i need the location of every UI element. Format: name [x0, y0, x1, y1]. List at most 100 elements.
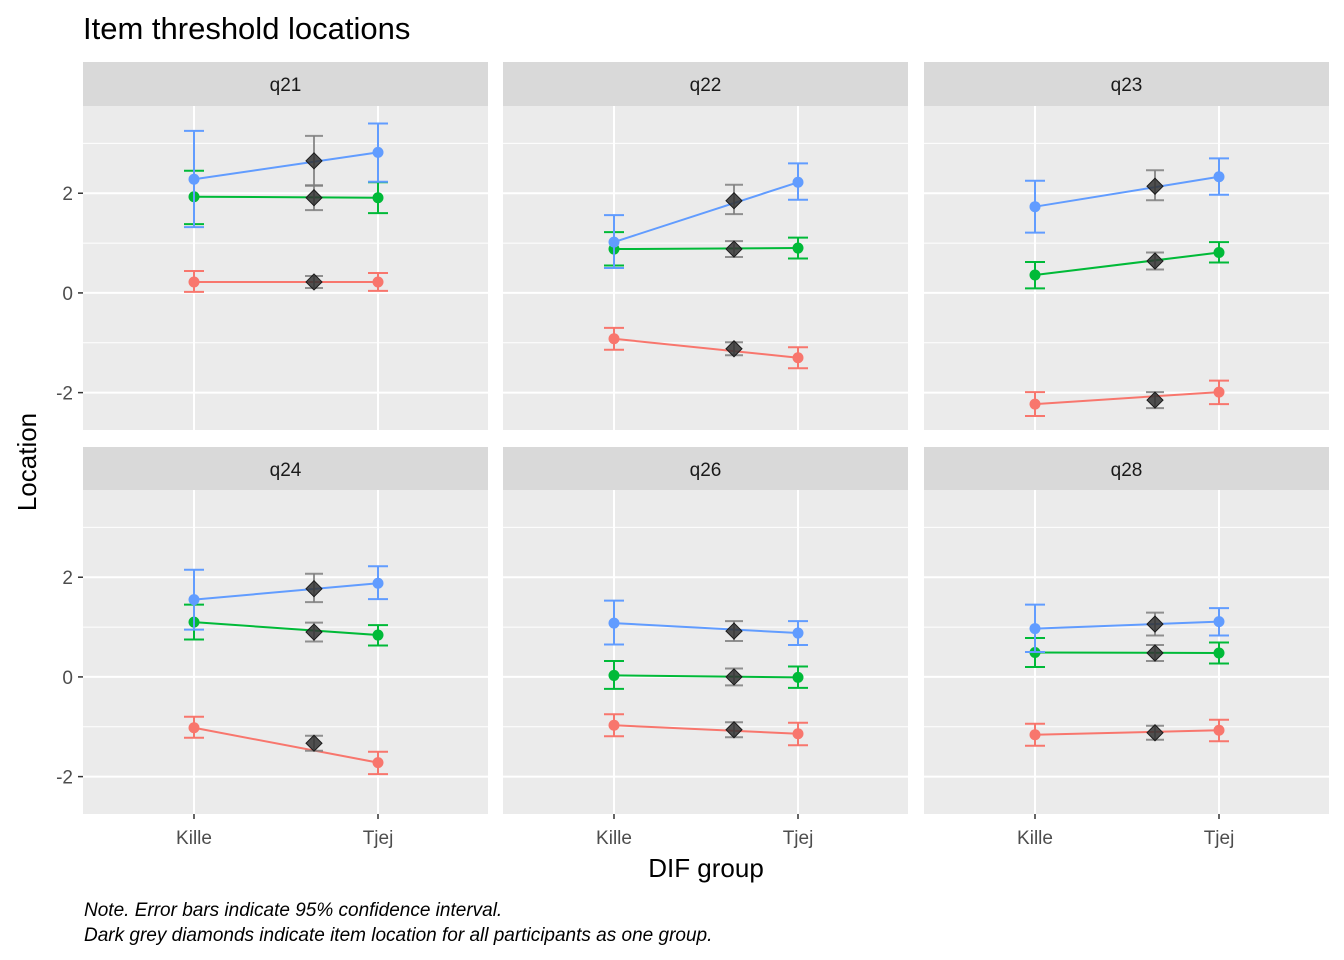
- strip-label-q26: q26: [690, 460, 722, 481]
- y-tick-label: -2: [56, 384, 73, 405]
- x-tick-label: Kille: [176, 828, 212, 849]
- overall-diamond: [305, 189, 323, 207]
- threshold-3-q28: [1025, 603, 1229, 653]
- y-tick-label: 0: [62, 284, 73, 305]
- threshold-1-q21: [184, 269, 388, 293]
- overall-diamond: [725, 668, 743, 686]
- point-tjej: [372, 276, 384, 288]
- threshold-1-q28: [1025, 718, 1229, 747]
- overall-diamond: [305, 623, 323, 641]
- point-kille: [608, 617, 620, 629]
- panel-q26: q26: [503, 447, 908, 814]
- point-tjej: [1213, 171, 1225, 183]
- series-line: [613, 622, 799, 635]
- strip-q23: [924, 62, 1329, 106]
- overall-diamond: [305, 579, 323, 598]
- panel-bg-q21: [83, 106, 488, 430]
- panel-bg-q22: [503, 106, 908, 430]
- point-tjej: [372, 757, 384, 769]
- point-kille: [188, 594, 200, 606]
- point-tjej: [372, 577, 384, 589]
- point-tjej: [792, 728, 804, 740]
- panel-q28: q28: [924, 447, 1329, 814]
- strip-label-q24: q24: [270, 460, 302, 481]
- strip-q26: [503, 447, 908, 491]
- threshold-3-q21: [184, 122, 388, 229]
- panel-bg-q26: [503, 490, 908, 814]
- strip-q28: [924, 447, 1329, 491]
- point-tjej: [792, 627, 804, 639]
- point-tjej: [1213, 247, 1225, 259]
- strip-label-q22: q22: [690, 75, 722, 96]
- series-line: [1034, 729, 1220, 736]
- y-axis-title: Location: [12, 413, 42, 511]
- series-line: [1034, 175, 1220, 208]
- point-tjej: [792, 176, 804, 188]
- point-kille: [1029, 398, 1041, 410]
- strip-q22: [503, 62, 908, 106]
- threshold-3-q24: [184, 565, 388, 631]
- point-kille: [608, 236, 620, 248]
- series-line: [613, 337, 799, 359]
- facet-panels: q21 q22 q23 q24 q26 q28: [83, 62, 1329, 814]
- series-line: [1034, 620, 1220, 630]
- overall-diamond: [725, 192, 743, 210]
- series-line: [193, 726, 379, 764]
- threshold-2-q28: [1025, 637, 1229, 668]
- point-kille: [1029, 623, 1041, 635]
- threshold-1-q22: [604, 326, 808, 370]
- point-tjej: [1213, 386, 1225, 398]
- x-tick-labels: Kille Tjej Kille Tjej Kille Tjej: [176, 814, 1234, 849]
- x-tick-label: Tjej: [783, 828, 814, 849]
- x-tick-label: Kille: [596, 828, 632, 849]
- x-tick-label: Tjej: [1204, 828, 1235, 849]
- point-kille: [188, 276, 200, 288]
- y-tick-label: 0: [62, 668, 73, 689]
- point-kille: [608, 333, 620, 345]
- panel-bg-q23: [924, 106, 1329, 430]
- strip-q24: [83, 447, 488, 491]
- series-line: [613, 247, 799, 251]
- series-line: [193, 151, 379, 181]
- strip-label-q21: q21: [270, 75, 302, 96]
- strip-label-q23: q23: [1111, 75, 1143, 96]
- overall-diamond: [725, 721, 743, 739]
- overall-diamond: [1146, 391, 1164, 409]
- point-tjej: [372, 629, 384, 641]
- overall-diamond: [1146, 724, 1164, 742]
- y-tick-labels: -2 0 2 -2 0 2: [56, 184, 83, 789]
- caption-note-2: Dark grey diamonds indicate item locatio…: [84, 925, 712, 946]
- strip-q21: [83, 62, 488, 106]
- overall-diamond: [725, 622, 743, 640]
- series-line: [613, 724, 799, 735]
- point-tjej: [1213, 616, 1225, 628]
- threshold-1-q26: [604, 713, 808, 747]
- overall-diamond: [305, 734, 323, 752]
- threshold-1-q23: [1025, 379, 1229, 418]
- series-line: [613, 181, 799, 244]
- overall-diamond: [305, 152, 323, 170]
- chart-title: Item threshold locations: [83, 11, 410, 46]
- series-line: [1034, 251, 1220, 276]
- threshold-2-q26: [604, 659, 808, 690]
- point-kille: [608, 669, 620, 681]
- series-line: [613, 674, 799, 679]
- overall-diamond: [725, 340, 743, 358]
- series-line: [193, 621, 379, 637]
- point-kille: [1029, 269, 1041, 281]
- point-tjej: [372, 146, 384, 158]
- series-line: [193, 195, 379, 199]
- point-kille: [188, 173, 200, 185]
- point-kille: [1029, 201, 1041, 213]
- panel-q22: q22: [503, 62, 908, 430]
- point-tjej: [792, 242, 804, 254]
- y-tick-label: 2: [62, 184, 73, 205]
- panel-q21: q21: [83, 62, 488, 430]
- caption-note-1: Note. Error bars indicate 95% confidence…: [84, 900, 502, 921]
- panel-q24: q24: [83, 447, 488, 814]
- point-kille: [1029, 729, 1041, 741]
- strip-label-q28: q28: [1111, 460, 1143, 481]
- overall-diamond: [1146, 252, 1164, 270]
- overall-diamond: [1146, 177, 1164, 195]
- series-line: [1034, 391, 1220, 406]
